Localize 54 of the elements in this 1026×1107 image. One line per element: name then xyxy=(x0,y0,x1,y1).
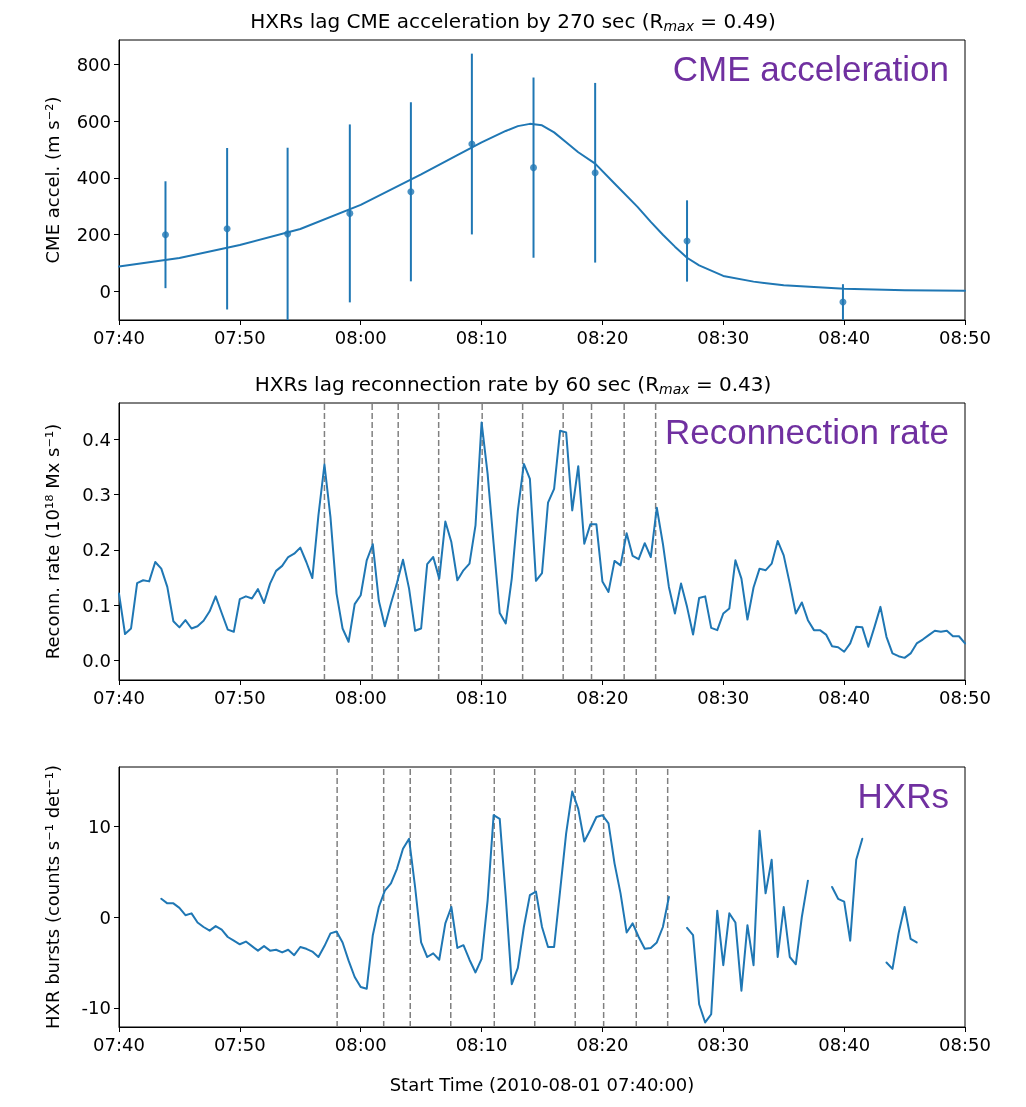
x-axis-title: Start Time (2010-08-01 07:40:00) xyxy=(389,1073,695,1095)
x-tick-label: 08:00 xyxy=(334,686,387,708)
x-tick-label: 08:10 xyxy=(455,326,508,348)
point xyxy=(591,169,599,177)
y-tick-label: 0.2 xyxy=(82,539,111,561)
y-tick-label: 200 xyxy=(76,224,111,246)
y-tick-label: 0 xyxy=(99,281,111,303)
line-series xyxy=(160,790,670,990)
y-tick-label: 10 xyxy=(88,815,111,837)
x-tick-label: 08:20 xyxy=(576,1033,629,1055)
x-tick-label: 08:40 xyxy=(818,326,871,348)
y-tick-label: 800 xyxy=(76,53,111,75)
y-tick-label: 0 xyxy=(99,906,111,928)
y-tick-label: 0.1 xyxy=(82,594,111,616)
line-series xyxy=(686,829,809,1024)
y-tick-label: 0.3 xyxy=(82,483,111,505)
y-tick-label: 600 xyxy=(76,110,111,132)
y-tick-label: -10 xyxy=(81,997,111,1019)
x-tick-label: 07:50 xyxy=(213,1033,266,1055)
line-series xyxy=(831,837,864,942)
y-axis-title: CME accel. (m s⁻²) xyxy=(41,96,63,264)
x-tick-label: 07:50 xyxy=(213,326,266,348)
y-tick-label: 0.4 xyxy=(82,428,111,450)
y-tick-label: 400 xyxy=(76,167,111,189)
x-tick-label: 08:50 xyxy=(939,326,991,348)
line-series xyxy=(885,906,918,970)
x-tick-label: 08:00 xyxy=(334,326,387,348)
point xyxy=(530,164,538,172)
point xyxy=(407,188,415,196)
point xyxy=(161,231,169,239)
point xyxy=(346,209,354,217)
x-tick-label: 08:40 xyxy=(818,686,871,708)
annotation: Reconnection rate xyxy=(664,411,949,451)
y-axis-title: HXR bursts (counts s⁻¹ det⁻¹) xyxy=(41,765,63,1029)
x-tick-label: 08:30 xyxy=(697,326,750,348)
y-tick-label: 0.0 xyxy=(82,650,111,672)
x-tick-label: 08:10 xyxy=(455,686,508,708)
x-tick-label: 08:20 xyxy=(576,686,629,708)
annotation: CME acceleration xyxy=(672,48,949,88)
x-tick-label: 08:20 xyxy=(576,326,629,348)
point xyxy=(223,225,231,233)
x-tick-label: 08:00 xyxy=(334,1033,387,1055)
x-tick-label: 08:50 xyxy=(939,686,991,708)
x-tick-label: 08:50 xyxy=(939,1033,991,1055)
x-tick-label: 07:40 xyxy=(93,686,145,708)
y-axis-title: Reconn. rate (10¹⁸ Mx s⁻¹) xyxy=(41,423,63,660)
x-tick-label: 08:30 xyxy=(697,686,750,708)
x-tick-label: 08:30 xyxy=(697,1033,750,1055)
annotation: HXRs xyxy=(857,775,949,815)
x-tick-label: 07:50 xyxy=(213,686,266,708)
x-tick-label: 08:40 xyxy=(818,1033,871,1055)
x-tick-label: 07:40 xyxy=(93,1033,145,1055)
x-tick-label: 07:40 xyxy=(93,326,145,348)
x-tick-label: 08:10 xyxy=(455,1033,508,1055)
